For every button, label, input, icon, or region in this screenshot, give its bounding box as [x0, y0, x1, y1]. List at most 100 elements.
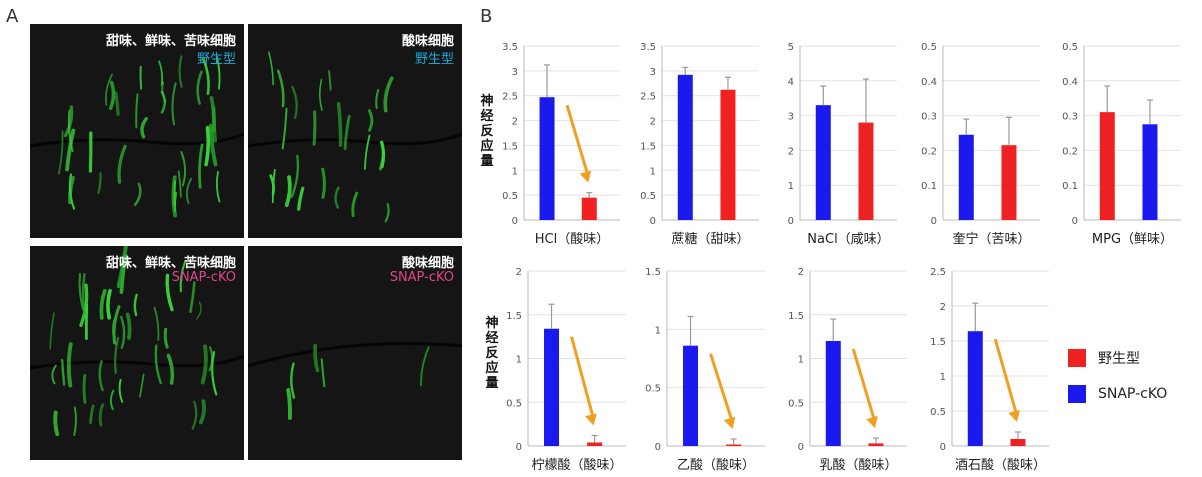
trend-arrow [570, 336, 596, 420]
cell-streak [97, 171, 102, 194]
legend-item-wildtype: 野生型 [1068, 348, 1140, 368]
y-tick-label: 2 [798, 267, 804, 278]
micrograph-wt-sour: 酸味细胞 野生型 [248, 24, 462, 238]
bar-chart: 0 0.1 0.2 0.3 0.4 0.5 MPG（鲜味） [1062, 42, 1181, 247]
y-tick-label: 1 [516, 355, 522, 366]
y-tick-label: 1 [512, 166, 518, 177]
y-tick-label: 3.5 [502, 42, 518, 53]
y-tick-label: 1.5 [645, 267, 661, 278]
y-tick-label: 0 [1072, 216, 1078, 227]
y-tick-label: 3.5 [640, 42, 656, 53]
bar [677, 74, 693, 220]
y-tick-label: 1.5 [502, 141, 518, 152]
cell-streak [180, 150, 187, 187]
y-tick-label: 3 [650, 67, 656, 78]
cell-streak [284, 175, 292, 207]
cell-streak [171, 175, 177, 218]
cell-streak [99, 288, 107, 320]
y-tick-label: 1 [655, 325, 661, 336]
y-tick-label: 0 [650, 216, 656, 227]
x-axis-label: NaCl（咸味） [807, 232, 889, 247]
cell-streak [133, 293, 138, 317]
cell-streak [375, 88, 380, 110]
trend-arrow-head [723, 416, 736, 429]
cell-streak [140, 117, 148, 139]
bar-chart: 0 0.1 0.2 0.3 0.4 0.5 奎宁（苦味） [921, 42, 1040, 247]
y-tick-label: 0.5 [1062, 42, 1078, 53]
y-tick-label: 2.5 [502, 92, 518, 103]
cell-streak [171, 82, 177, 126]
cell-streak [334, 186, 340, 209]
legend-swatch [1068, 385, 1086, 403]
cell-streak [81, 273, 86, 315]
micrograph-image [248, 342, 462, 420]
y-tick-label: 3 [512, 67, 518, 78]
y-tick-label: 2 [940, 302, 946, 313]
y-tick-label: 1 [788, 181, 794, 192]
legend-swatch [1068, 349, 1086, 367]
micrograph-ko-sour: 酸味细胞 SNAP-cKO [248, 246, 462, 460]
micrograph-caption: 酸味细胞 [401, 256, 454, 271]
y-tick-label: 2.5 [930, 267, 946, 278]
cell-streak [89, 404, 95, 425]
cell-streak [195, 301, 202, 320]
trend-arrow [565, 104, 590, 178]
cell-streak [82, 374, 87, 404]
y-tick-label: 0.4 [1062, 77, 1078, 88]
y-tick-label: 0.5 [788, 398, 804, 409]
cell-streak [286, 388, 292, 420]
cell-streak [215, 170, 221, 203]
y-tick-label: 0.3 [1062, 112, 1078, 123]
cell-streak [319, 78, 323, 112]
cell-streak [384, 203, 390, 223]
cell-streak [378, 141, 385, 171]
cell-streak [321, 167, 326, 199]
cell-streak [281, 107, 288, 150]
bar [683, 345, 699, 446]
y-tick-label: 0.4 [921, 77, 937, 88]
cell-streak [166, 353, 175, 385]
cell-streak [204, 126, 211, 167]
cell-streak [154, 344, 162, 385]
cell-streak [68, 173, 76, 210]
x-axis-label: 蔗糖（甜味） [671, 231, 749, 247]
trend-arrow-head [585, 413, 597, 426]
x-axis-label: 乙酸（酸味） [677, 458, 755, 473]
bar [868, 443, 884, 446]
y-tick-label: 0 [788, 216, 794, 227]
y-tick-label: 0.5 [640, 191, 656, 202]
cell-streak [179, 261, 186, 293]
cell-streak [312, 110, 317, 146]
cell-streak [420, 346, 430, 387]
y-tick-label: 1.5 [640, 141, 656, 152]
x-axis-label: HCl（酸味） [535, 232, 609, 247]
bar [720, 89, 736, 221]
y-tick-label: 0.5 [506, 398, 522, 409]
cell-streak [165, 273, 174, 312]
cell-streak [111, 316, 118, 346]
bar [825, 341, 841, 446]
panel-a-label: A [6, 6, 19, 27]
cell-streak [67, 109, 74, 153]
micrograph-image [30, 55, 244, 218]
micrograph-caption: 甜味、鲜味、苦味细胞 [105, 34, 236, 49]
y-tick-label: 1.5 [506, 311, 522, 322]
micrograph-image [30, 246, 244, 437]
x-axis-label: 柠檬酸（酸味） [531, 458, 622, 473]
y-tick-label: 0 [798, 442, 804, 453]
y-tick-label: 0.5 [930, 407, 946, 418]
bar-chart: 0 0.5 1 1.5 乙酸（酸味） [645, 267, 765, 473]
cell-streak [66, 342, 73, 388]
y-tick-label: 0.1 [1062, 181, 1078, 192]
y-tick-label: 2 [512, 117, 518, 128]
cell-streak [98, 360, 104, 392]
cell-streak [364, 134, 371, 170]
cell-streak [120, 315, 126, 349]
y-tick-label: 1 [798, 355, 804, 366]
y-tick-label: 5 [788, 42, 794, 53]
x-axis-label: 奎宁（苦味） [952, 231, 1030, 247]
cell-streak [108, 80, 116, 111]
micrograph-image [248, 51, 462, 223]
cell-streak [139, 65, 143, 90]
y-tick-label: 1 [650, 166, 656, 177]
